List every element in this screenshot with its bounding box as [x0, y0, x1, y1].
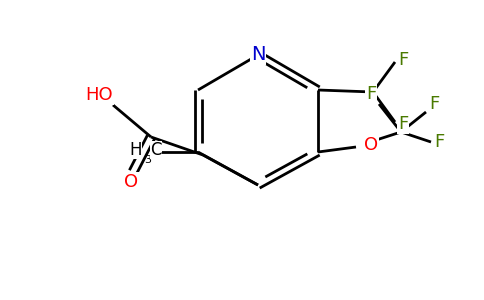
Text: 3: 3	[144, 155, 151, 165]
Text: H: H	[130, 141, 142, 159]
Text: C: C	[150, 141, 162, 159]
Text: HO: HO	[85, 86, 113, 104]
Text: F: F	[366, 85, 376, 103]
Text: F: F	[429, 95, 439, 113]
Text: N: N	[251, 46, 265, 64]
Text: F: F	[398, 51, 408, 69]
Text: F: F	[434, 133, 444, 151]
Text: F: F	[398, 115, 408, 133]
Text: O: O	[364, 136, 378, 154]
Text: O: O	[124, 173, 138, 191]
